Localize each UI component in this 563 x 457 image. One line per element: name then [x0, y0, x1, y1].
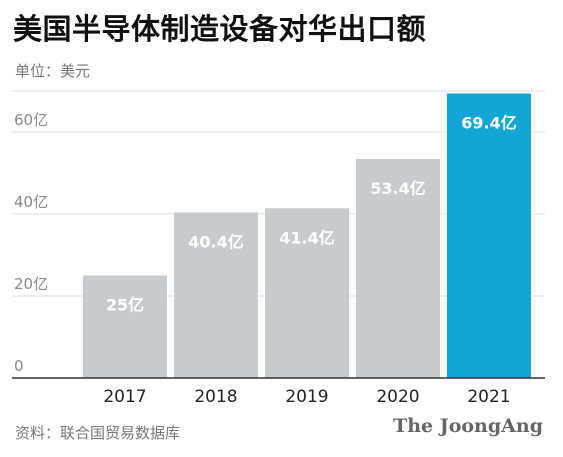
bar-2020 — [356, 159, 440, 378]
x-tick-label-2018: 2018 — [194, 387, 237, 407]
source-note: 资料：联合国贸易数据库 — [15, 424, 181, 442]
data-label-2017: 25亿 — [106, 296, 144, 315]
data-label-2021: 69.4亿 — [461, 113, 516, 132]
x-tick-label-2021: 2021 — [467, 387, 510, 407]
x-tick-label-2019: 2019 — [285, 387, 328, 407]
unit-label: 单位：美元 — [15, 62, 91, 80]
chart-title: 美国半导体制造设备对华出口额 — [13, 12, 427, 46]
bar-2021 — [447, 93, 531, 379]
data-label-2019: 41.4亿 — [279, 228, 334, 247]
data-label-2020: 53.4亿 — [370, 179, 425, 198]
y-tick-label: 40亿 — [14, 193, 48, 211]
data-label-2018: 40.4亿 — [188, 232, 243, 251]
bar-2017 — [83, 275, 167, 378]
y-tick-label: 20亿 — [14, 275, 48, 293]
bar-2018 — [174, 212, 258, 378]
y-tick-label: 0 — [14, 357, 24, 375]
y-tick-label: 60亿 — [14, 111, 48, 129]
bar-2019 — [265, 208, 349, 378]
x-tick-label-2017: 2017 — [103, 387, 146, 407]
x-tick-label-2020: 2020 — [376, 387, 419, 407]
publisher-logo: The JoongAng — [393, 415, 543, 437]
